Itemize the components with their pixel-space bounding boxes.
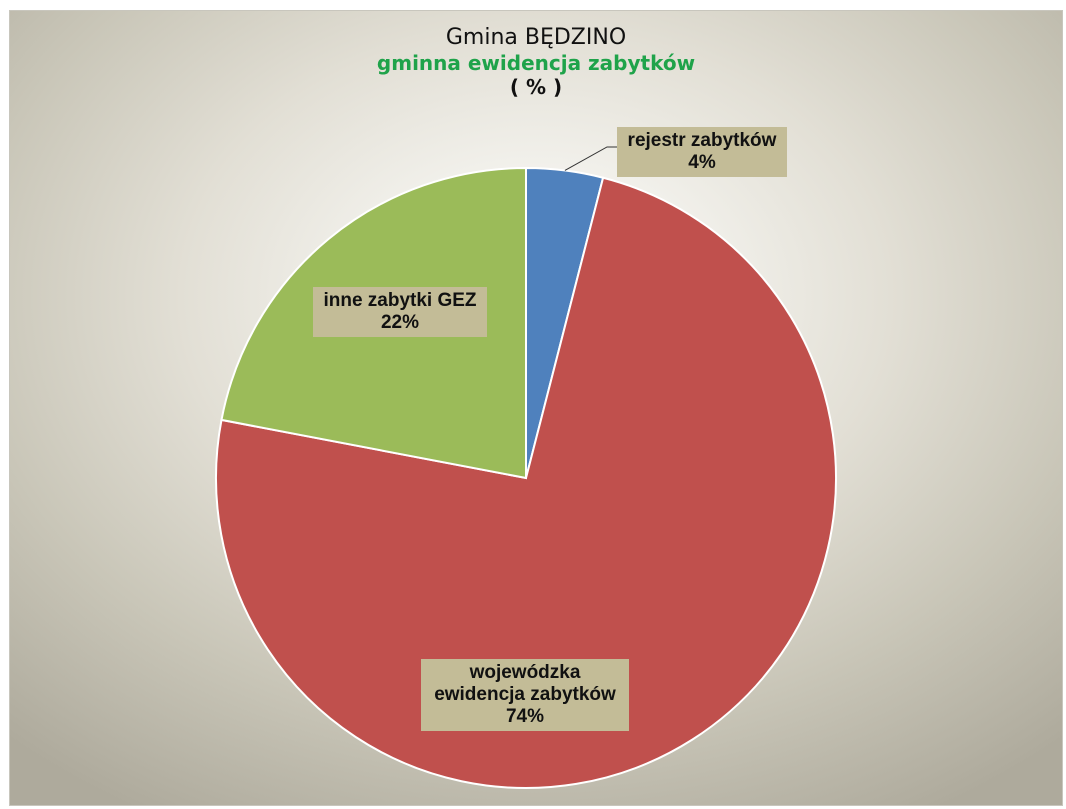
- label-inne-name: inne zabytki GEZ: [323, 290, 477, 311]
- label-wojewodzka-value: 74%: [505, 706, 545, 727]
- label-rejestr-name: rejestr zabytków: [627, 130, 777, 151]
- chart-area: Gmina BĘDZINO gminna ewidencja zabytków …: [9, 10, 1063, 806]
- slice-wojewodzka: [214, 176, 837, 789]
- label-rejestr: rejestr zabytków 4%: [617, 127, 787, 177]
- label-wojewodzka: wojewódzka ewidencja zabytków 74%: [421, 659, 629, 731]
- chart-title: Gmina BĘDZINO: [445, 25, 627, 50]
- leader-line-rejestr: [564, 146, 617, 171]
- label-inne: inne zabytki GEZ 22%: [313, 287, 487, 337]
- label-inne-value: 22%: [380, 312, 420, 333]
- label-rejestr-value: 4%: [688, 152, 716, 173]
- label-wojewodzka-name-2: ewidencja zabytków: [434, 684, 616, 705]
- unit-label: ( % ): [509, 75, 563, 99]
- label-wojewodzka-name-1: wojewódzka: [469, 662, 581, 683]
- chart-title-block: Gmina BĘDZINO gminna ewidencja zabytków …: [10, 25, 1062, 99]
- chart-subtitle: gminna ewidencja zabytków: [376, 51, 696, 75]
